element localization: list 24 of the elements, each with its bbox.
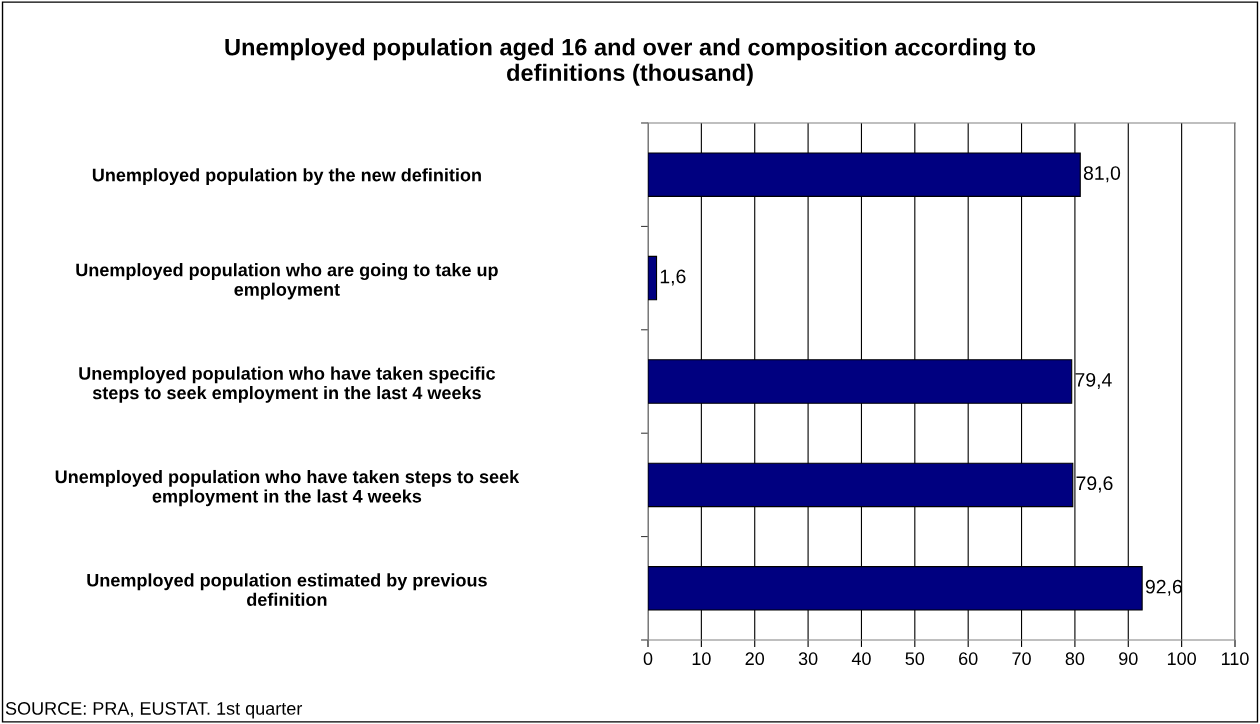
x-tick-label: 90	[1119, 652, 1138, 666]
x-tick-label: 40	[851, 652, 871, 666]
x-tick-label: 70	[1012, 652, 1031, 666]
y-tick-label: Unemployed population by the new definition	[92, 168, 481, 185]
y-tick-label: Unemployed population who have taken steps to seek employment in the last 4 weeks	[55, 469, 520, 507]
x-tick-label: 10	[692, 652, 711, 666]
data-label: 79,4	[1075, 372, 1112, 390]
y-tick-label: Unemployed population estimated by previous definition	[87, 573, 487, 607]
source-note: SOURCE: PRA, EUSTAT. 1st quarter	[5, 702, 303, 719]
data-label: 81,0	[1083, 166, 1121, 183]
y-tick-label: Unemployed population who have taken specific steps to seek employment in the last 4 weeks	[79, 366, 496, 403]
y-tick-label: Unemployed population who are going to take up employment	[76, 263, 498, 300]
bar	[648, 255, 658, 301]
x-tick-label: 50	[905, 652, 925, 666]
data-label: 1,6	[660, 269, 686, 286]
x-tick-label: 60	[959, 652, 978, 666]
x-tick-label: 20	[745, 652, 765, 666]
x-tick-label: 0	[643, 652, 653, 666]
x-tick-label: 30	[798, 652, 818, 666]
x-tick-label: 80	[1065, 652, 1085, 666]
chart-title: Unemployed population aged 16 and over and composition according to definitions (thousand)	[225, 38, 1036, 86]
x-tick-label: 100	[1167, 652, 1196, 666]
data-label: 79,6	[1076, 476, 1113, 493]
x-tick-label: 110	[1221, 652, 1249, 666]
